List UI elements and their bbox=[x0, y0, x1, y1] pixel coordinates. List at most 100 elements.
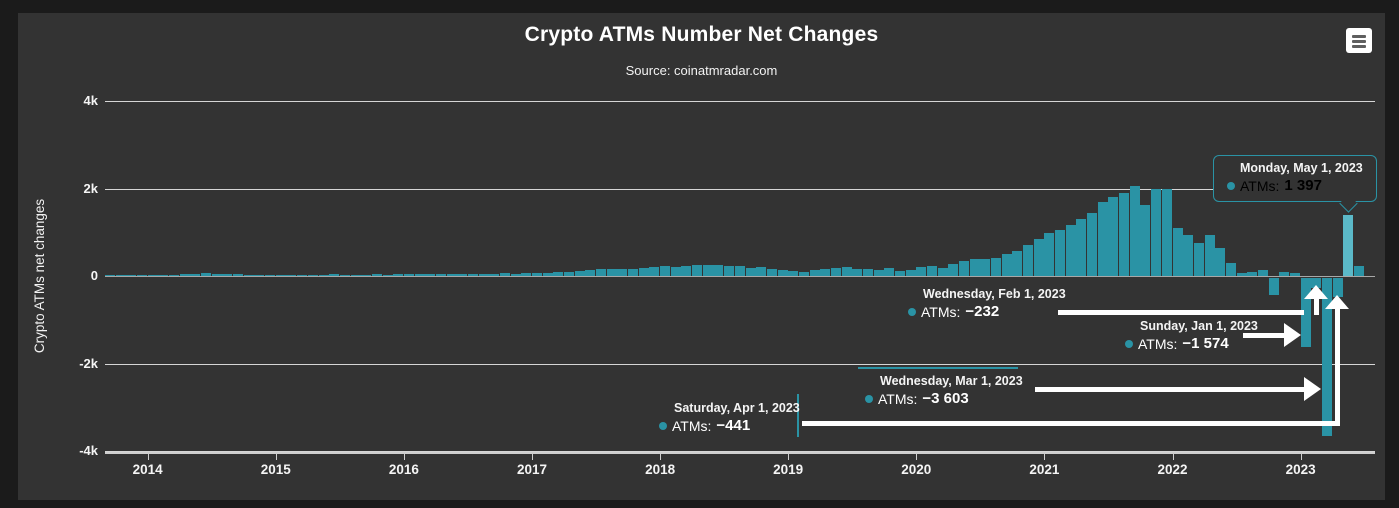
bar[interactable] bbox=[777, 269, 788, 276]
bar[interactable] bbox=[1076, 219, 1087, 276]
bar[interactable] bbox=[1183, 234, 1194, 276]
bar[interactable] bbox=[1012, 250, 1023, 276]
bar[interactable] bbox=[1087, 212, 1098, 276]
bar[interactable] bbox=[574, 271, 585, 276]
bar[interactable] bbox=[553, 272, 564, 276]
bar[interactable] bbox=[649, 267, 660, 276]
bar[interactable] bbox=[980, 259, 991, 276]
bar[interactable] bbox=[702, 265, 713, 276]
bar[interactable] bbox=[1215, 248, 1226, 276]
bar[interactable] bbox=[211, 273, 222, 276]
bar[interactable] bbox=[499, 273, 510, 276]
bar[interactable] bbox=[991, 257, 1002, 276]
bar[interactable] bbox=[286, 275, 297, 276]
bar[interactable] bbox=[948, 263, 959, 276]
bar[interactable] bbox=[1055, 230, 1066, 276]
bar[interactable] bbox=[489, 273, 500, 276]
bar[interactable] bbox=[1108, 197, 1119, 276]
bar[interactable] bbox=[809, 270, 820, 276]
bar[interactable] bbox=[766, 269, 777, 276]
bar[interactable] bbox=[1289, 273, 1300, 276]
context-menu-button[interactable] bbox=[1346, 28, 1372, 53]
bar[interactable] bbox=[926, 265, 937, 276]
bar[interactable] bbox=[788, 270, 799, 276]
bar[interactable] bbox=[361, 274, 372, 276]
bar[interactable] bbox=[1001, 254, 1012, 276]
bar[interactable] bbox=[115, 275, 126, 276]
bar[interactable] bbox=[169, 274, 180, 276]
bar[interactable] bbox=[1119, 192, 1130, 276]
bar[interactable] bbox=[1065, 224, 1076, 276]
bar[interactable] bbox=[745, 268, 756, 276]
bar[interactable] bbox=[830, 268, 841, 276]
bar[interactable] bbox=[1129, 185, 1140, 276]
bar[interactable] bbox=[532, 272, 542, 276]
bar[interactable] bbox=[596, 269, 607, 276]
bar[interactable] bbox=[467, 273, 478, 276]
bar[interactable] bbox=[425, 274, 436, 276]
bar[interactable] bbox=[1097, 201, 1108, 276]
bar[interactable] bbox=[959, 260, 969, 276]
bar[interactable] bbox=[158, 274, 169, 276]
bar[interactable] bbox=[307, 274, 318, 276]
bar[interactable] bbox=[105, 275, 115, 276]
bar[interactable] bbox=[403, 274, 414, 276]
bar[interactable] bbox=[1044, 233, 1055, 276]
bar[interactable] bbox=[1023, 245, 1034, 276]
bar[interactable] bbox=[884, 268, 895, 276]
bar[interactable] bbox=[681, 265, 692, 276]
bar[interactable] bbox=[446, 273, 457, 276]
bar[interactable] bbox=[190, 274, 201, 276]
bar[interactable] bbox=[542, 272, 553, 276]
bar[interactable] bbox=[756, 267, 767, 276]
bar[interactable] bbox=[222, 274, 233, 276]
bar[interactable] bbox=[297, 274, 308, 276]
bar[interactable] bbox=[254, 274, 265, 276]
bar[interactable] bbox=[1332, 278, 1343, 298]
bar[interactable] bbox=[510, 273, 521, 276]
bar[interactable] bbox=[660, 266, 671, 276]
bar[interactable] bbox=[873, 270, 884, 276]
bar[interactable] bbox=[1300, 278, 1311, 347]
bar[interactable] bbox=[201, 273, 212, 276]
bar[interactable] bbox=[233, 274, 244, 276]
bar[interactable] bbox=[905, 269, 916, 276]
bar[interactable] bbox=[617, 269, 628, 276]
bar[interactable] bbox=[1236, 273, 1247, 276]
bar[interactable] bbox=[1140, 205, 1151, 276]
bar[interactable] bbox=[606, 268, 617, 276]
bar[interactable] bbox=[414, 274, 425, 276]
bar[interactable] bbox=[1353, 265, 1364, 276]
bar[interactable] bbox=[564, 271, 575, 276]
bar[interactable] bbox=[243, 274, 254, 276]
bar[interactable] bbox=[841, 267, 852, 276]
bar[interactable] bbox=[820, 269, 831, 276]
bar[interactable] bbox=[265, 275, 276, 276]
bar[interactable] bbox=[1204, 234, 1215, 276]
bar[interactable] bbox=[916, 267, 927, 276]
bar[interactable] bbox=[1268, 278, 1279, 296]
bar[interactable] bbox=[628, 269, 639, 276]
bar[interactable] bbox=[1172, 227, 1183, 276]
bar[interactable] bbox=[393, 274, 404, 276]
bar[interactable] bbox=[1193, 242, 1204, 276]
bar[interactable] bbox=[371, 274, 382, 276]
bar[interactable] bbox=[1311, 278, 1322, 289]
bar[interactable] bbox=[318, 274, 329, 276]
bar[interactable] bbox=[457, 274, 468, 276]
bar[interactable] bbox=[1225, 262, 1236, 276]
bar[interactable] bbox=[894, 270, 905, 276]
bar[interactable] bbox=[969, 258, 980, 276]
bar[interactable] bbox=[852, 268, 863, 276]
bar[interactable] bbox=[339, 274, 350, 276]
bar[interactable] bbox=[670, 267, 681, 276]
bar[interactable] bbox=[382, 274, 393, 276]
bar[interactable] bbox=[798, 271, 809, 276]
bar[interactable] bbox=[179, 274, 190, 276]
bar[interactable] bbox=[713, 264, 724, 276]
bar[interactable] bbox=[862, 269, 873, 276]
bar[interactable] bbox=[137, 275, 148, 276]
bar[interactable] bbox=[692, 264, 703, 276]
bar[interactable] bbox=[275, 274, 286, 276]
bar[interactable] bbox=[1033, 238, 1044, 276]
